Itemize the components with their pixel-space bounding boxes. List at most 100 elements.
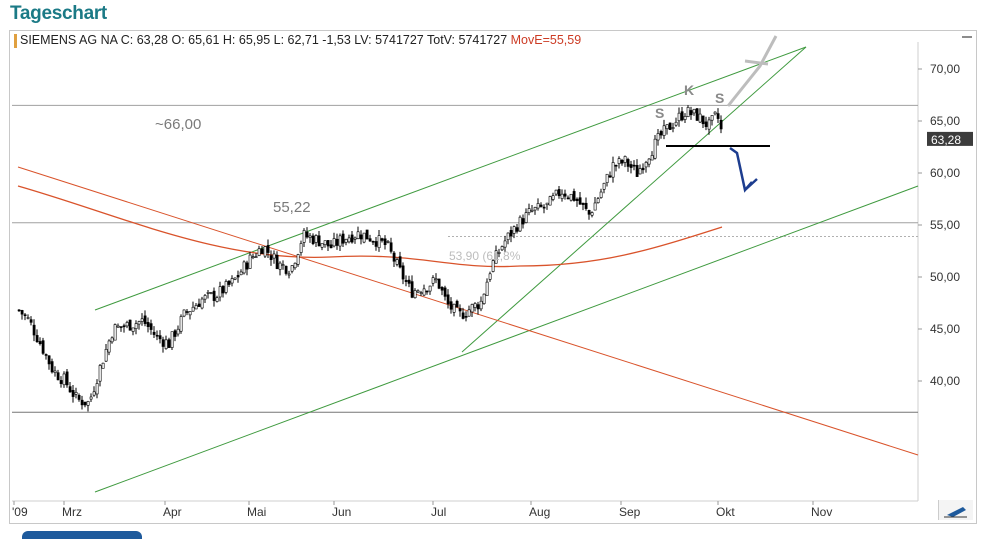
candle-body [377,235,381,248]
candle-body [689,110,693,116]
candle-body [191,306,195,312]
candle-body [365,229,369,240]
x-tick-label: Apr [163,505,182,519]
minimize-icon[interactable] [961,31,973,43]
candle-body [197,303,201,307]
candle-body [170,331,174,348]
candle-body [413,290,417,299]
pattern-label: S [715,90,724,106]
x-tick-label: Jun [332,505,351,519]
candle-body [278,262,282,270]
candle-body [428,285,432,292]
candle-body [263,246,267,257]
candle-body [674,121,678,126]
instrument-name: SIEMENS AG NA [20,33,118,47]
candle-body [617,158,621,164]
candle-body [569,193,573,201]
candle-body [473,303,477,308]
y-tick-label: 65,00 [930,114,960,128]
bottom-tab[interactable] [22,531,142,539]
candle-body [389,242,393,252]
candle-body [236,275,240,278]
candle-body [92,391,96,396]
candle-body [62,373,66,386]
candle-body [572,191,576,201]
candle-body [446,294,450,305]
candle-body [35,335,39,343]
candle-body [464,316,468,318]
candle-body [479,300,483,310]
candle-body [83,401,87,406]
candle-body [344,238,348,243]
candle-body [398,256,402,268]
candle-body [491,260,495,272]
candle-body [671,127,675,129]
y-tick-label: 60,00 [930,166,960,180]
pattern-label: S [655,105,664,121]
candle-body [65,371,69,386]
candle-body [509,230,513,237]
candle-body [704,121,708,127]
candle-body [593,202,597,211]
candle-body [356,231,360,239]
candle-body [404,280,408,282]
x-tick-label: '09 [12,505,28,519]
candle-body [125,322,129,327]
candle-body [248,254,252,269]
candle-body [521,218,525,225]
candle-body [128,319,132,331]
candle-body [542,206,546,209]
candle-body [512,226,516,234]
candle-body [173,330,177,337]
candle-body [338,235,342,247]
candle-body [602,182,606,190]
candle-body [293,262,297,269]
candle-body [332,238,336,247]
candle-body [698,113,702,123]
last-price-box [927,131,973,146]
candle-body [305,231,309,238]
candle-body [374,241,378,247]
candle-body [281,264,285,266]
draw-tool-button[interactable] [938,500,973,520]
candle-body [155,334,159,337]
candle-body [476,304,480,310]
last-price-label: 63,28 [931,133,961,147]
candle-body [347,237,351,243]
candle-body [494,250,498,264]
candle-body [158,335,162,340]
x-tick-label: Nov [811,505,832,519]
candle-body [659,131,663,136]
candle-body [416,290,420,293]
x-tick-label: Okt [716,505,735,519]
candle-body [251,256,255,259]
candle-body [119,326,123,328]
moving-average-line [17,185,723,268]
candle-body [626,159,630,167]
candle-body [56,372,60,381]
candle-body [683,116,687,120]
candle-body [176,328,180,335]
candle-body [260,248,264,254]
candle-body [611,162,615,178]
candle-body [107,340,111,353]
candle-body [161,339,165,347]
y-tick-label: 40,00 [930,374,960,388]
candle-body [335,238,339,246]
candle-body [362,232,366,243]
candle-body [587,210,591,215]
candle-body [137,321,141,325]
steep-trend-line [461,46,807,353]
candle-body [524,212,528,223]
candle-body [41,340,45,354]
candle-body [116,325,120,328]
candle-body [677,112,681,122]
candle-body [437,278,441,289]
candle-body [302,230,306,243]
candle-body [122,325,126,328]
candle-body [239,271,243,276]
candle-body [701,115,705,125]
candle-body [206,292,210,294]
candle-body [644,162,648,168]
